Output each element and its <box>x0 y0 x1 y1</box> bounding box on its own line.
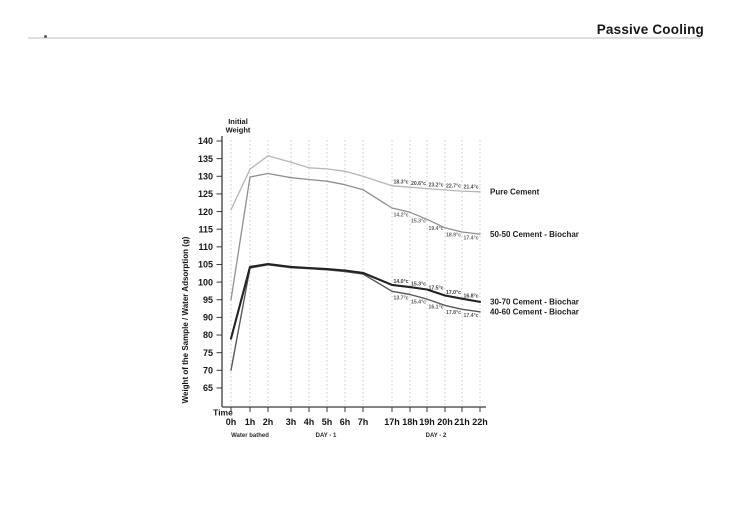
temp-label-pure-cement-5: 21.4°c <box>463 184 478 190</box>
x-group-label-2: DAY - 1 <box>316 433 337 439</box>
initial-weight-annotation-line1: Initial <box>228 117 248 126</box>
y-tick-label-70: 70 <box>203 366 213 376</box>
x-tick-label-0h: 0h <box>226 417 237 427</box>
series-label-40-60-cement-biochar: 40-60 Cement - Biochar <box>490 308 579 317</box>
x-tick-label-6h: 6h <box>340 417 351 427</box>
temp-label-30-70-cement-biochar-5: 16.8°c <box>463 293 478 299</box>
temp-label-30-70-cement-biochar-2: 15.3°c <box>411 281 426 287</box>
temp-label-50-50-cement-biochar-5: 17.4°c <box>463 236 478 242</box>
y-tick-label-130: 130 <box>198 171 213 181</box>
x-tick-label-21h: 21h <box>454 417 470 427</box>
y-tick-label-110: 110 <box>198 242 213 252</box>
y-tick-label-115: 115 <box>198 224 213 234</box>
y-tick-label-75: 75 <box>203 348 213 358</box>
temp-label-pure-cement-1: 18.3°c <box>393 180 408 186</box>
y-tick-label-140: 140 <box>198 136 213 146</box>
y-tick-label-80: 80 <box>203 330 213 340</box>
x-tick-label-1h: 1h <box>245 417 256 427</box>
series-label-50-50-cement-biochar: 50-50 Cement - Biochar <box>490 230 579 239</box>
y-axis-title: Weight of the Sample / Water Adsorption … <box>181 236 190 403</box>
temp-label-50-50-cement-biochar-4: 18.9°c <box>446 232 461 238</box>
x-group-label-3: DAY - 2 <box>426 433 447 439</box>
page-title: Passive Cooling <box>596 22 704 37</box>
y-tick-label-120: 120 <box>198 207 213 217</box>
series-label-30-70-cement-biochar: 30-70 Cement - Biochar <box>490 298 579 307</box>
y-tick-label-125: 125 <box>198 189 213 199</box>
x-tick-label-7h: 7h <box>358 417 369 427</box>
temp-label-50-50-cement-biochar-2: 15.3°c <box>411 218 426 224</box>
initial-weight-annotation-line2: Weight <box>226 126 251 135</box>
temp-label-50-50-cement-biochar-1: 14.2°c <box>393 213 408 219</box>
temp-label-pure-cement-4: 22.7°c <box>446 184 461 190</box>
y-tick-label-135: 135 <box>198 154 213 164</box>
temp-label-40-60-cement-biochar-2: 15.4°c <box>411 299 426 305</box>
temp-label-50-50-cement-biochar-3: 19.4°c <box>428 226 443 232</box>
temp-label-30-70-cement-biochar-4: 17.0°c <box>446 290 461 296</box>
temp-label-40-60-cement-biochar-3: 16.1°c <box>428 305 443 311</box>
x-group-label-1: Water bathed <box>231 433 269 439</box>
temp-label-40-60-cement-biochar-1: 13.7°c <box>393 295 408 301</box>
x-tick-label-4h: 4h <box>304 417 315 427</box>
series-line-pure-cement <box>230 155 481 211</box>
x-tick-label-19h: 19h <box>419 417 435 427</box>
x-tick-label-3h: 3h <box>286 417 297 427</box>
y-tick-label-105: 105 <box>198 260 213 270</box>
y-tick-label-65: 65 <box>203 383 213 393</box>
x-tick-label-20h: 20h <box>437 417 453 427</box>
temp-label-pure-cement-3: 23.2°c <box>428 182 443 188</box>
x-tick-label-22h: 22h <box>472 417 488 427</box>
x-tick-label-18h: 18h <box>402 417 418 427</box>
series-label-pure-cement: Pure Cement <box>490 188 540 197</box>
temp-label-30-70-cement-biochar-1: 14.0°c <box>393 279 408 285</box>
temp-label-30-70-cement-biochar-3: 17.5°c <box>428 286 443 292</box>
x-tick-label-2h: 2h <box>263 417 274 427</box>
series-line-50-50-cement-biochar <box>230 172 481 301</box>
y-tick-label-100: 100 <box>198 277 213 287</box>
header-divider <box>28 37 700 39</box>
series-line-30-70-cement-biochar <box>229 263 482 340</box>
y-tick-label-95: 95 <box>203 295 213 305</box>
x-axis-title: Time <box>213 408 233 418</box>
header-dot <box>44 35 47 38</box>
temp-label-40-60-cement-biochar-4: 17.8°c <box>446 310 461 316</box>
temp-label-pure-cement-2: 20.6°c <box>411 181 426 187</box>
temp-label-40-60-cement-biochar-5: 17.4°c <box>463 313 478 319</box>
y-tick-label-90: 90 <box>203 313 213 323</box>
x-tick-label-5h: 5h <box>322 417 333 427</box>
x-tick-label-17h: 17h <box>384 417 400 427</box>
